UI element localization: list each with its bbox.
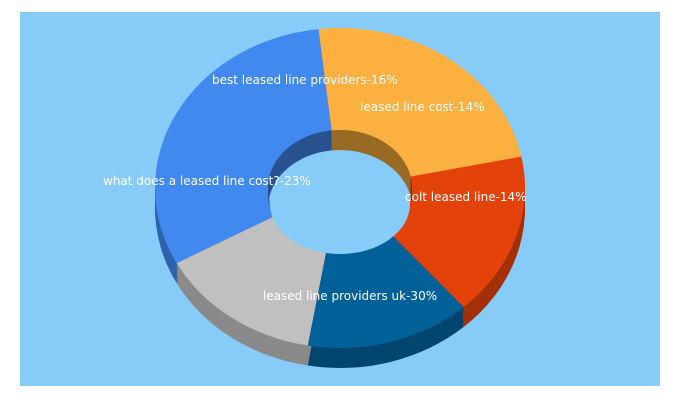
donut-hole xyxy=(270,154,410,254)
slice-leased-line-providers-uk[interactable] xyxy=(154,29,332,264)
slice-colt-leased-line[interactable] xyxy=(176,215,328,346)
donut-slices xyxy=(154,27,525,348)
label-what-does-a-leased-line-cost: what does a leased line cost?-23% xyxy=(103,174,311,188)
slice-leased-line-cost[interactable] xyxy=(307,231,464,348)
slice-inner-wall-leased-line-providers-uk xyxy=(268,130,332,208)
slice-inner-wall-what-does-a-leased-line-cost xyxy=(331,130,411,197)
slice-best-leased-line-providers[interactable] xyxy=(388,156,525,308)
label-leased-line-providers-uk: leased line providers uk-30% xyxy=(263,289,437,303)
label-leased-line-cost: leased line cost-14% xyxy=(360,100,485,114)
slice-labels: leased line providers uk-30% what does a … xyxy=(103,73,527,303)
slice-what-does-a-leased-line-cost[interactable] xyxy=(318,27,522,177)
slice-inner-wall-best-leased-line-providers xyxy=(410,176,412,208)
label-colt-leased-line: colt leased line-14% xyxy=(405,190,527,204)
label-best-leased-line-providers: best leased line providers-16% xyxy=(212,73,398,87)
